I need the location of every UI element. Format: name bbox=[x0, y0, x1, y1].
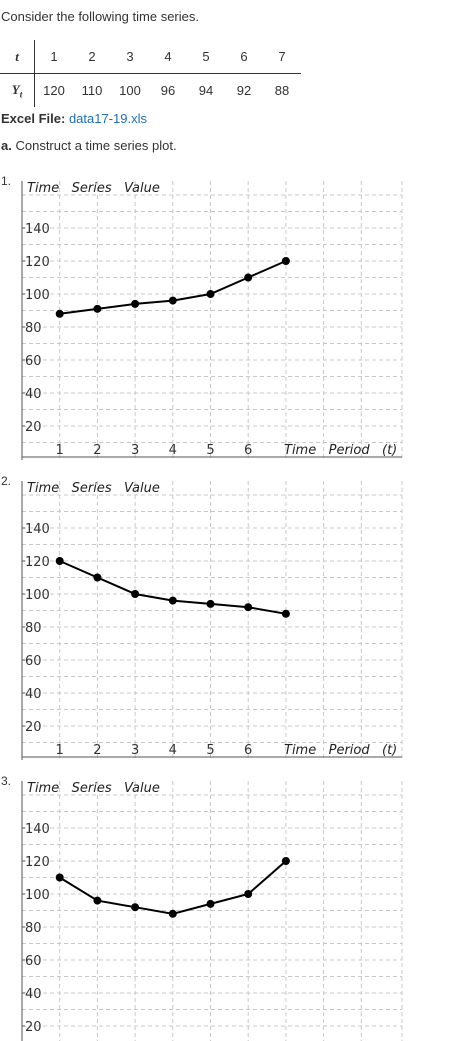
option-2-label[interactable]: 2. bbox=[1, 474, 12, 488]
x-tick-label: 1 bbox=[56, 443, 64, 458]
table-row-y: Yt 120 110 100 96 94 92 88 bbox=[0, 73, 301, 107]
grid bbox=[22, 781, 403, 1041]
x-tick-label: 3 bbox=[131, 443, 139, 458]
y-tick-label: 80 bbox=[25, 921, 42, 936]
data-point bbox=[131, 903, 140, 912]
question-a-text: Construct a time series plot. bbox=[15, 138, 177, 153]
data-point bbox=[281, 857, 290, 865]
y-tick-label: 100 bbox=[25, 288, 50, 303]
grid bbox=[22, 481, 403, 760]
y-tick-label: 120 bbox=[25, 855, 50, 870]
time-series-table: t 1 2 3 4 5 6 7 Yt 120 110 100 96 94 92 … bbox=[0, 40, 301, 107]
x-tick-label: 4 bbox=[169, 743, 177, 758]
y-tick-label: 140 bbox=[25, 222, 50, 237]
x-axis-label: Time Period (t) bbox=[284, 443, 397, 458]
x-axis-label: Time Period (t) bbox=[284, 743, 397, 758]
y-cell: 88 bbox=[274, 83, 290, 98]
x-tick-label: 5 bbox=[206, 443, 214, 458]
data-point bbox=[244, 603, 253, 612]
y-tick-label: 40 bbox=[25, 387, 42, 402]
data-point bbox=[168, 909, 177, 918]
option-2-chart: 20 40 60 80 100 120 140 Time Series Value 1 2 3 4 5 6… bbox=[21, 481, 403, 760]
y-tick-label: 120 bbox=[25, 555, 50, 570]
y-tick-label: 100 bbox=[25, 888, 50, 903]
y-cell: 120 bbox=[43, 83, 65, 98]
excel-file-label: Excel File: bbox=[1, 111, 66, 126]
y-header-label: Y bbox=[11, 81, 20, 97]
data-point bbox=[281, 257, 290, 265]
data-point bbox=[168, 596, 177, 605]
chart-title: Time Series Value bbox=[27, 481, 160, 496]
y-cell: 110 bbox=[81, 83, 103, 98]
excel-file-link[interactable]: data17-19.xls bbox=[68, 111, 147, 126]
data-point bbox=[244, 890, 253, 898]
y-cell: 96 bbox=[160, 83, 176, 98]
y-tick-label: 20 bbox=[25, 420, 42, 435]
y-tick-label: 140 bbox=[25, 522, 50, 537]
t-cell: 3 bbox=[111, 40, 149, 74]
x-tick-label: 5 bbox=[206, 743, 214, 758]
y-cell: 94 bbox=[198, 83, 214, 98]
x-tick-label: 2 bbox=[93, 743, 101, 758]
option-1-chart: 20 40 60 80 100 120 140 Time Series Value 1 2 3 4 5 6… bbox=[21, 181, 403, 460]
data-point bbox=[281, 609, 290, 618]
option-3-chart: 20 40 60 80 100 120 140 Time Series Value bbox=[21, 781, 403, 1041]
y-tick-label: 40 bbox=[25, 687, 42, 702]
data-point bbox=[93, 573, 102, 582]
y-cell: 100 bbox=[119, 83, 141, 98]
option-1-label[interactable]: 1. bbox=[1, 174, 12, 188]
data-point bbox=[55, 309, 64, 318]
y-header-subscript: t bbox=[19, 89, 23, 100]
x-tick-label: 1 bbox=[56, 743, 64, 758]
question-a: a. Construct a time series plot. bbox=[1, 138, 177, 153]
data-point bbox=[93, 304, 102, 313]
y-cell: 92 bbox=[236, 83, 252, 98]
t-cell: 7 bbox=[263, 40, 301, 74]
option-3-label[interactable]: 3. bbox=[1, 774, 12, 788]
data-point bbox=[55, 557, 64, 565]
y-tick-label: 80 bbox=[25, 621, 42, 636]
x-tick-label: 3 bbox=[131, 743, 139, 758]
y-tick-label: 20 bbox=[25, 1020, 42, 1035]
t-cell: 2 bbox=[73, 40, 111, 74]
excel-file-line: Excel File: data17-19.xls bbox=[1, 111, 147, 126]
data-point bbox=[206, 599, 215, 608]
table-row-t: t 1 2 3 4 5 6 7 bbox=[0, 40, 301, 74]
data-point bbox=[244, 273, 253, 282]
x-tick-label: 6 bbox=[244, 443, 252, 458]
t-cell: 1 bbox=[34, 40, 73, 74]
data-point bbox=[131, 590, 140, 598]
t-cell: 6 bbox=[225, 40, 263, 74]
y-tick-label: 40 bbox=[25, 987, 42, 1002]
t-cell: 5 bbox=[187, 40, 225, 74]
data-point bbox=[206, 290, 215, 298]
y-tick-label: 100 bbox=[25, 588, 50, 603]
x-tick-label: 6 bbox=[244, 743, 252, 758]
t-cell: 4 bbox=[149, 40, 187, 74]
y-tick-label: 20 bbox=[25, 720, 42, 735]
data-point bbox=[93, 896, 102, 905]
y-tick-label: 80 bbox=[25, 321, 42, 336]
data-point bbox=[206, 899, 215, 908]
y-tick-label: 140 bbox=[25, 822, 50, 837]
chart-title: Time Series Value bbox=[27, 781, 160, 796]
data-point bbox=[55, 873, 64, 882]
y-tick-label: 120 bbox=[25, 255, 50, 270]
chart-title: Time Series Value bbox=[27, 181, 160, 196]
y-header: Yt bbox=[0, 73, 35, 107]
grid bbox=[22, 181, 403, 460]
x-tick-label: 4 bbox=[169, 443, 177, 458]
data-point bbox=[131, 299, 140, 308]
data-point bbox=[168, 296, 177, 305]
intro-text: Consider the following time series. bbox=[1, 9, 199, 24]
y-tick-label: 60 bbox=[25, 354, 42, 369]
question-a-prefix: a. bbox=[1, 138, 12, 153]
y-tick-label: 60 bbox=[25, 654, 42, 669]
x-tick-label: 2 bbox=[93, 443, 101, 458]
y-tick-label: 60 bbox=[25, 954, 42, 969]
t-header: t bbox=[0, 40, 35, 74]
